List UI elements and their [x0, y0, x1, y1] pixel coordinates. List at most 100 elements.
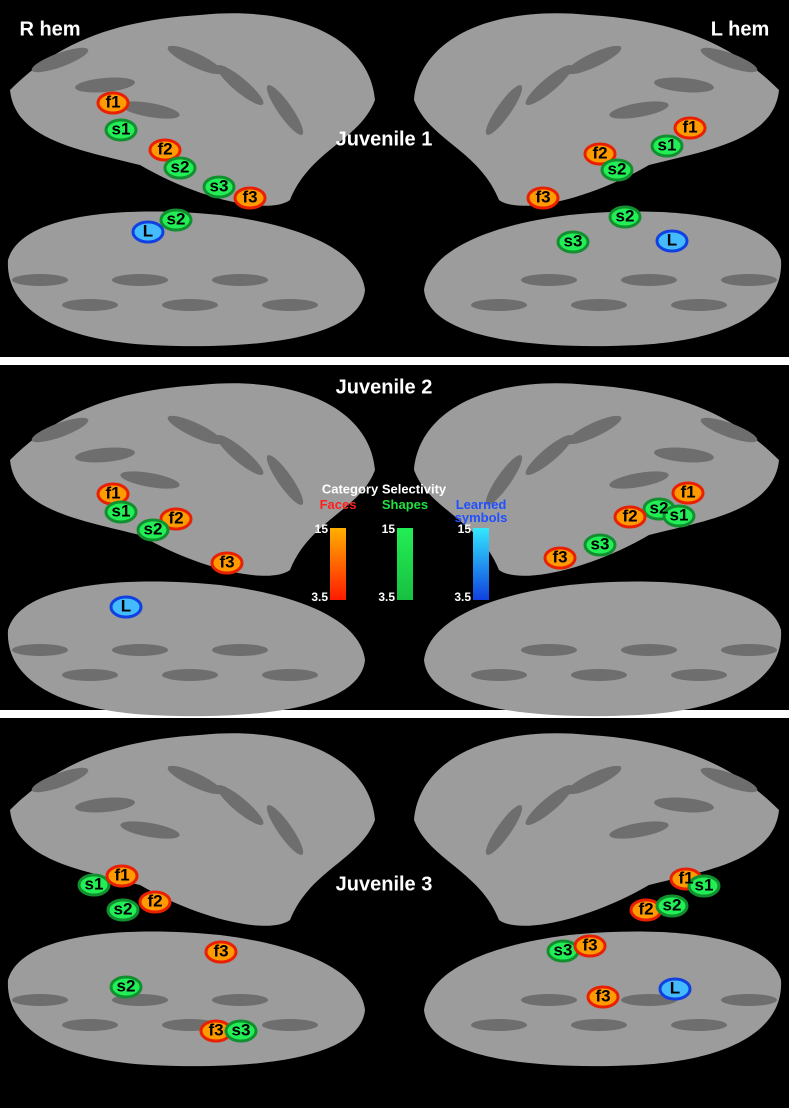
sulcus — [212, 274, 268, 286]
region-label: f2 — [147, 891, 162, 910]
brain-surface — [414, 13, 779, 206]
sulcus — [471, 669, 527, 681]
activation-blob — [526, 186, 560, 210]
sulcus — [566, 415, 622, 445]
activation-blob — [163, 156, 197, 180]
activation-blob — [109, 975, 143, 999]
sulcus — [266, 805, 304, 855]
sulcus — [700, 417, 758, 443]
activation-blob — [608, 205, 642, 229]
sulcus — [521, 274, 577, 286]
activation-blob — [650, 134, 684, 158]
region-label: s1 — [112, 119, 131, 138]
region-label: f3 — [535, 187, 550, 206]
activation-blob — [673, 116, 707, 140]
region-label: f3 — [213, 941, 228, 960]
colorbar — [397, 528, 413, 600]
sulcus — [721, 274, 777, 286]
region-label: f1 — [114, 865, 129, 884]
region-label: f3 — [582, 935, 597, 954]
region-label: f2 — [157, 139, 172, 158]
sulcus — [31, 417, 89, 443]
sulcus — [525, 64, 573, 106]
sulcus — [167, 415, 223, 445]
activation-blob — [583, 142, 617, 166]
sulcus — [12, 274, 68, 286]
sulcus — [167, 45, 223, 75]
sulcus — [609, 101, 669, 119]
legend-name: Shapes — [382, 497, 428, 512]
region-label: f1 — [682, 117, 697, 136]
colorbar-min: 3.5 — [378, 590, 395, 604]
colorbar — [330, 528, 346, 600]
sulcus — [75, 447, 135, 463]
activation-blob — [583, 533, 617, 557]
activation-blob — [77, 873, 111, 897]
sulcus — [12, 644, 68, 656]
activation-blob — [138, 890, 172, 914]
sulcus — [621, 274, 677, 286]
colorbar-max: 15 — [458, 522, 472, 536]
sulcus — [471, 1019, 527, 1031]
region-label: f2 — [168, 508, 183, 527]
sulcus — [671, 669, 727, 681]
brain-surface — [10, 733, 375, 926]
activation-blob — [233, 186, 267, 210]
sulcus — [216, 434, 264, 476]
activation-blob — [105, 864, 139, 888]
sulcus — [212, 994, 268, 1006]
region-label: f2 — [622, 506, 637, 525]
activation-blob — [613, 505, 647, 529]
sulcus — [485, 455, 523, 505]
region-label: s3 — [591, 534, 610, 553]
sulcus — [266, 455, 304, 505]
sulcus — [62, 1019, 118, 1031]
sulcus — [216, 64, 264, 106]
region-label: s2 — [663, 895, 682, 914]
sulcus — [75, 797, 135, 813]
sulcus — [485, 85, 523, 135]
activation-blob — [109, 595, 143, 619]
colorbar — [473, 528, 489, 600]
sulcus — [525, 434, 573, 476]
region-label: f3 — [208, 1020, 223, 1039]
hemisphere-label: L hem — [711, 18, 770, 40]
region-label: s3 — [232, 1020, 251, 1039]
region-label: f2 — [638, 899, 653, 918]
sulcus — [609, 821, 669, 839]
sulcus — [654, 797, 714, 813]
colorbar-max: 15 — [382, 522, 396, 536]
brain-surface — [414, 383, 779, 576]
sulcus — [566, 765, 622, 795]
activation-blob — [202, 175, 236, 199]
activation-blob — [671, 481, 705, 505]
region-label: f1 — [105, 92, 120, 111]
sulcus — [75, 77, 135, 93]
activation-blob — [204, 940, 238, 964]
sulcus — [609, 471, 669, 489]
sulcus — [120, 821, 180, 839]
activation-blob — [210, 551, 244, 575]
activation-blob — [662, 504, 696, 528]
sulcus — [721, 994, 777, 1006]
brain-surface — [7, 931, 365, 1067]
activation-blob — [159, 208, 193, 232]
sulcus — [62, 299, 118, 311]
sulcus — [671, 1019, 727, 1031]
region-label: f1 — [680, 482, 695, 501]
sulcus — [671, 299, 727, 311]
sulcus — [571, 1019, 627, 1031]
sulcus — [112, 274, 168, 286]
activation-blob — [136, 518, 170, 542]
region-label: f1 — [678, 868, 693, 887]
panel-title: Juvenile 2 — [336, 376, 433, 398]
activation-blob — [658, 977, 692, 1001]
region-label: s2 — [117, 976, 136, 995]
activations — [77, 91, 721, 1043]
activation-blob — [104, 500, 138, 524]
region-label: f3 — [595, 986, 610, 1005]
colorbar-min: 3.5 — [311, 590, 328, 604]
region-label: L — [143, 221, 153, 240]
region-label: s2 — [144, 519, 163, 538]
